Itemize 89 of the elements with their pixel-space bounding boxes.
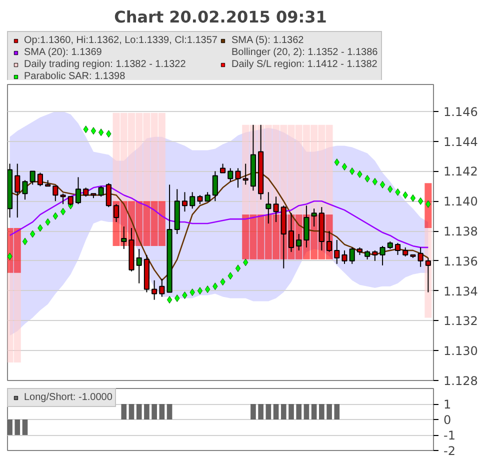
candlestick (242, 163, 248, 186)
candlestick (14, 163, 20, 218)
bar (143, 112, 150, 203)
bar (14, 272, 21, 363)
candlestick (380, 245, 386, 266)
candlestick (342, 250, 348, 264)
legend-label: SMA (20): 1.1369 (24, 47, 102, 58)
bar (257, 214, 264, 260)
point (166, 296, 172, 304)
candlestick (22, 180, 28, 200)
legend-label: Long/Short: -1.0000 (24, 392, 112, 403)
bar (242, 214, 250, 260)
bar (272, 214, 280, 260)
y-tick-label: 1.146 (444, 104, 478, 119)
candlestick (30, 170, 36, 186)
bar (150, 112, 158, 203)
bar (128, 112, 135, 203)
candlestick (372, 250, 378, 262)
candlestick (52, 186, 58, 202)
bar (8, 272, 14, 363)
bar (288, 124, 295, 215)
point (418, 197, 424, 205)
text: Bollinger (20, 2): 1.1352 - 1.1386 (231, 47, 378, 58)
point (22, 238, 28, 246)
bar (242, 124, 250, 215)
candlestick (418, 246, 424, 268)
candlestick (75, 176, 82, 205)
candlestick (106, 182, 112, 208)
candlestick (190, 192, 196, 210)
bar (112, 112, 120, 203)
bar (250, 214, 257, 260)
candlestick (334, 239, 340, 264)
point (410, 194, 416, 202)
bar (158, 112, 166, 203)
bar (326, 124, 333, 215)
point (342, 162, 348, 170)
candlestick (37, 172, 43, 187)
candlestick (228, 168, 234, 182)
point (204, 286, 210, 294)
y-tick-label: 1.128 (444, 374, 478, 388)
y-tick-label: 0 (444, 413, 452, 427)
legend-label: Daily trading region: 1.1382 - 1.1322 (24, 59, 186, 70)
bar (14, 228, 21, 273)
bar (264, 214, 272, 260)
bar (302, 124, 310, 215)
legend-label: Op:1.1360, Hi:1.1362, Lo:1.1339, Cl:1.1357 (24, 35, 218, 46)
y-tick-label: 1.138 (444, 224, 478, 239)
line-series (9, 186, 429, 248)
bar (120, 112, 128, 203)
y-tick-label: -2 (444, 444, 456, 457)
bar (136, 201, 143, 246)
point (52, 212, 58, 220)
y-tick-label: 1.144 (444, 134, 478, 149)
bar (143, 201, 150, 246)
candlestick (136, 248, 142, 284)
candlestick (394, 242, 401, 256)
legend-label: Parabolic SAR: 1.1398 (24, 71, 126, 82)
candlestick (98, 186, 104, 198)
bar (424, 183, 432, 228)
y-tick-label: 1 (444, 398, 452, 412)
bar (310, 124, 318, 215)
candlestick (235, 168, 241, 188)
bar (158, 201, 166, 246)
bar (150, 201, 158, 246)
y-tick-label: 1.132 (444, 314, 478, 328)
point (90, 127, 96, 135)
y-tick-label: 1.142 (444, 164, 478, 179)
y-tick-label: 1.130 (444, 344, 478, 358)
candlestick (212, 170, 218, 202)
bar (295, 124, 302, 215)
candlestick (159, 278, 165, 298)
point (98, 128, 104, 136)
candlestick (60, 193, 66, 205)
legend-label: Daily S/L region: 1.1412 - 1.1382 (231, 59, 378, 70)
candlestick (182, 192, 188, 212)
legend-label: SMA (5): 1.1362 (231, 35, 304, 46)
bar (136, 112, 143, 203)
point (60, 208, 66, 216)
point (380, 180, 386, 188)
point (197, 287, 203, 295)
y-tick-label: 1.136 (444, 254, 478, 268)
y-tick-label: 1.134 (444, 284, 478, 298)
candlestick (349, 246, 355, 264)
chart-title: Chart 20.02.2015 09:31 (114, 8, 327, 26)
point (372, 178, 378, 186)
y-tick-label: 1.140 (444, 194, 478, 209)
candlestick (152, 280, 158, 300)
y-tick-label: -1 (444, 428, 456, 442)
point (235, 264, 241, 272)
